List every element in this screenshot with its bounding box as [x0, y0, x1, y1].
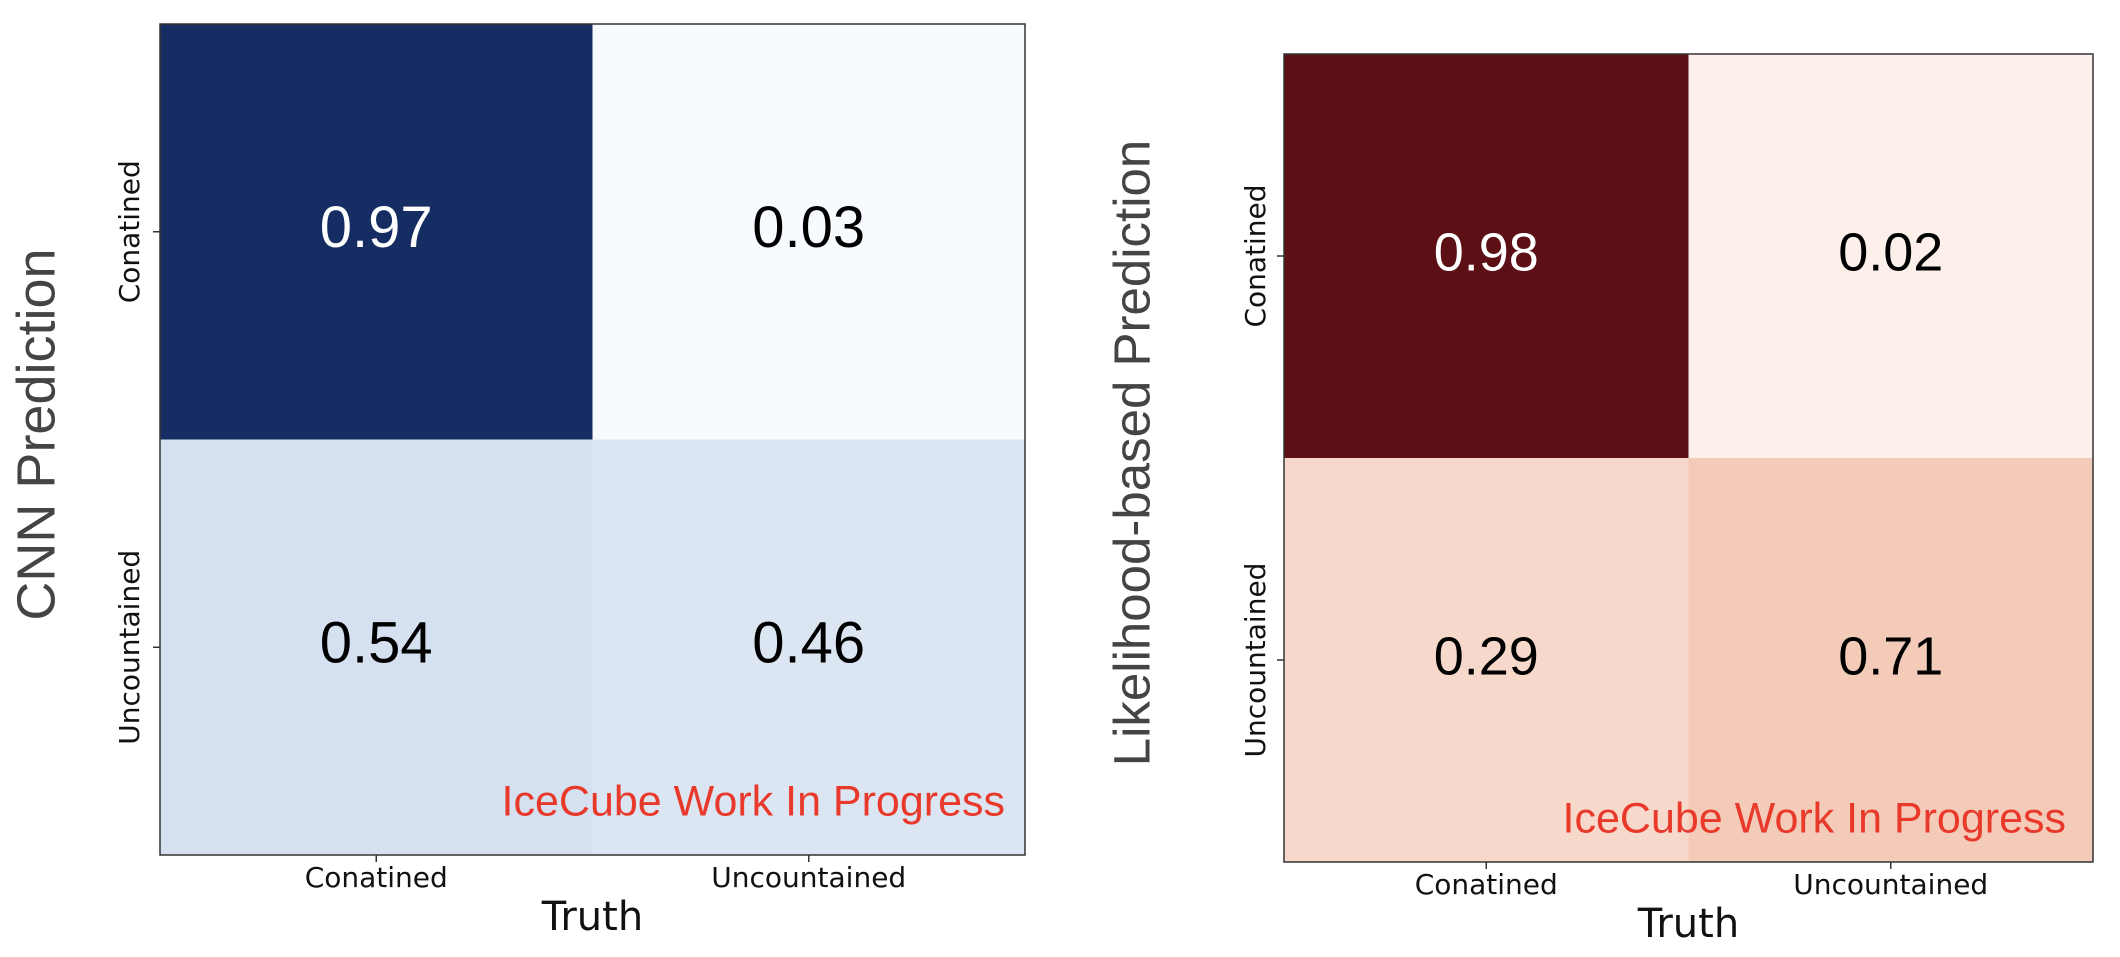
cell-value: 0.29	[1434, 626, 1539, 686]
cell-value: 0.71	[1838, 626, 1943, 686]
cell	[1688, 458, 2093, 862]
x-axis-label: Truth	[541, 894, 643, 940]
annotation: IceCube Work In Progress	[502, 777, 1005, 825]
annotation: IceCube Work In Progress	[1563, 794, 2066, 842]
x-tick-label: Conatined	[1415, 868, 1558, 901]
cell	[160, 439, 593, 855]
cell	[592, 439, 1025, 855]
x-tick-label: Conatined	[305, 861, 448, 894]
x-axis-label: Truth	[1637, 901, 1739, 947]
y-axis-label: CNN Prediction	[6, 248, 66, 620]
cell-value: 0.98	[1434, 222, 1539, 282]
cell-value: 0.03	[752, 195, 865, 260]
cell-value: 0.46	[752, 611, 865, 676]
cell	[1688, 54, 2093, 458]
cell-value: 0.54	[320, 611, 433, 676]
x-tick-label: Uncountained	[1793, 868, 1988, 901]
x-tick-label: Uncountained	[711, 861, 906, 894]
cell	[160, 24, 593, 440]
cell-value: 0.97	[320, 195, 433, 260]
cell	[1284, 458, 1689, 862]
y-tick-label: Conatined	[113, 160, 146, 303]
cell	[1284, 54, 1689, 458]
y-tick-label: Conatined	[1239, 184, 1272, 327]
plot-frame	[1283, 53, 2094, 863]
y-axis-label: Likelihood-based Prediction	[1103, 140, 1160, 767]
cell	[592, 24, 1025, 440]
plot-frame	[159, 23, 1026, 856]
y-tick-label: Uncountained	[113, 550, 146, 745]
y-tick-label: Uncountained	[1239, 563, 1272, 758]
cell-value: 0.02	[1838, 222, 1943, 282]
